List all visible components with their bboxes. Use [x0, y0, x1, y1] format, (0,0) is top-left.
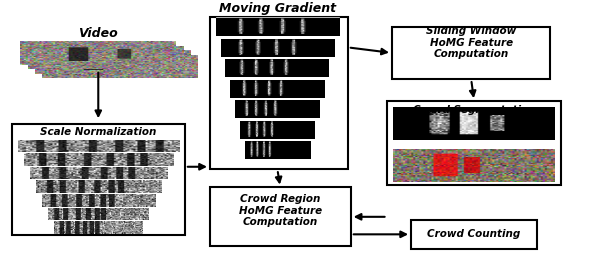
Text: Crowd Region
HoMG Feature
Computation: Crowd Region HoMG Feature Computation [239, 194, 322, 227]
Text: Crowd Counting: Crowd Counting [428, 229, 521, 239]
FancyBboxPatch shape [210, 17, 348, 169]
Text: Moving Gradient: Moving Gradient [219, 2, 336, 15]
FancyBboxPatch shape [411, 220, 537, 249]
Text: Crowd Segmentation: Crowd Segmentation [413, 105, 535, 115]
FancyBboxPatch shape [392, 27, 550, 79]
FancyBboxPatch shape [388, 101, 560, 185]
Text: Scale Normalization: Scale Normalization [40, 127, 156, 137]
FancyBboxPatch shape [12, 124, 185, 235]
Text: Sliding Window
HoMG Feature
Computation: Sliding Window HoMG Feature Computation [426, 26, 516, 59]
FancyBboxPatch shape [210, 187, 351, 246]
Text: Video: Video [78, 27, 118, 40]
